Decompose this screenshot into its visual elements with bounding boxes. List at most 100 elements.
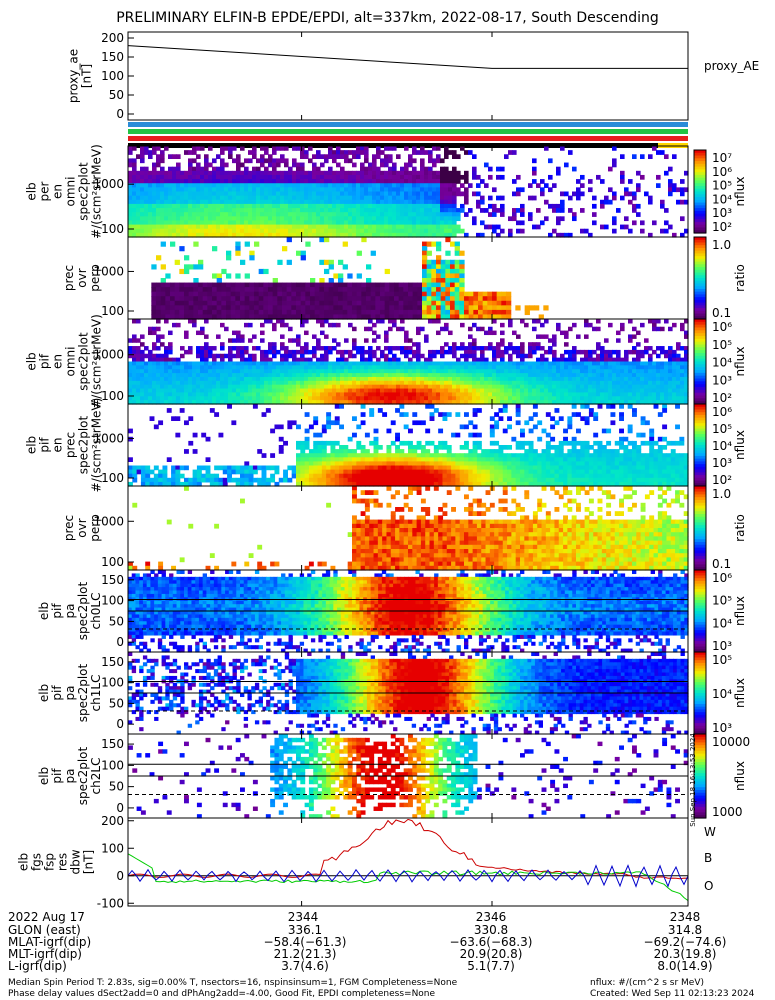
heat-cell — [436, 282, 442, 288]
heat-cell — [148, 154, 153, 160]
heat-cell — [252, 365, 257, 370]
heat-cell — [284, 353, 289, 359]
heat-cell — [249, 300, 255, 306]
heat-cell — [192, 473, 198, 479]
heat-cell — [152, 232, 157, 238]
heat-cell — [416, 361, 421, 366]
heat-cell — [496, 314, 502, 320]
heat-cell — [376, 187, 381, 193]
heat-cell — [320, 203, 325, 209]
heat-cell — [508, 322, 513, 328]
heat-cell — [644, 349, 649, 355]
heat-cell — [568, 384, 573, 390]
heat-cell — [524, 365, 529, 370]
heat-cell — [136, 187, 141, 193]
heat-cell — [468, 183, 473, 188]
heat-cell — [144, 224, 149, 230]
heat-cell — [508, 346, 513, 351]
heat-cell — [228, 361, 233, 366]
heat-cell — [334, 477, 340, 483]
heat-cell — [192, 179, 197, 184]
heat-cell — [612, 195, 617, 201]
heat-cell — [403, 287, 409, 293]
heat-cell — [512, 150, 517, 155]
heat-cell — [608, 349, 613, 355]
heat-cell — [176, 365, 181, 370]
heat-cell — [244, 282, 250, 288]
heat-cell — [684, 353, 689, 359]
heat-cell — [176, 376, 181, 382]
heat-cell — [356, 287, 362, 293]
heat-cell — [202, 291, 208, 297]
heat-cell — [500, 208, 505, 213]
heat-cell — [396, 373, 401, 378]
heat-cell — [501, 309, 507, 316]
heat-cell — [316, 224, 321, 230]
heat-cell — [488, 346, 493, 351]
heat-cell — [440, 195, 445, 201]
heat-cell — [420, 220, 425, 226]
heat-cell — [319, 291, 325, 297]
heat-cell — [300, 228, 305, 234]
heat-cell — [192, 369, 197, 374]
heat-cell — [232, 170, 237, 176]
heat-cell — [336, 396, 341, 401]
heat-cell — [282, 314, 288, 320]
heat-cell — [220, 228, 225, 234]
heat-cell — [394, 291, 400, 297]
heat-cell — [184, 212, 189, 217]
heat-cell — [436, 319, 441, 324]
heat-cell — [564, 369, 569, 374]
heat-cell — [148, 376, 153, 382]
heat-cell — [436, 309, 442, 316]
heat-cell — [431, 287, 437, 293]
heat-cell — [196, 361, 201, 366]
heat-cell — [254, 241, 260, 247]
heat-cell — [556, 400, 561, 405]
heat-cell — [272, 291, 278, 297]
heat-cell — [228, 232, 233, 238]
heat-cell — [515, 305, 521, 311]
heat-cell — [226, 296, 232, 302]
heat-cell — [444, 208, 449, 213]
heat-cell — [520, 203, 525, 209]
heat-cell — [316, 228, 321, 234]
heat-cell — [416, 199, 421, 205]
heat-cell — [256, 380, 261, 386]
heat-cell — [580, 228, 585, 234]
heat-cell — [394, 305, 400, 311]
heat-cell — [504, 388, 509, 394]
heat-cell — [252, 150, 257, 155]
heat-cell — [444, 392, 449, 397]
heat-cell — [572, 400, 577, 405]
heat-cell — [408, 346, 413, 351]
heat-cell — [672, 154, 677, 160]
heat-cell — [304, 436, 310, 442]
heat-cell — [156, 305, 162, 311]
heat-cell — [248, 369, 253, 374]
heat-cell — [344, 195, 349, 201]
heat-cell — [300, 296, 306, 302]
heat-cell — [240, 376, 245, 382]
heat-cell — [384, 228, 389, 234]
heat-cell — [140, 150, 145, 155]
heat-cell — [292, 195, 297, 201]
heat-cell — [140, 373, 145, 378]
heat-cell — [680, 361, 685, 366]
heat-cell — [364, 349, 369, 355]
heat-cell — [200, 330, 205, 336]
heat-cell — [208, 191, 213, 197]
heat-cell — [644, 388, 649, 394]
heat-cell — [334, 420, 340, 426]
heat-cell — [412, 216, 417, 222]
heat-cell — [352, 179, 357, 184]
heat-cell — [192, 232, 197, 238]
heat-cell — [304, 174, 309, 180]
heat-cell — [148, 195, 153, 201]
heat-cell — [400, 170, 405, 176]
heat-cell — [408, 361, 413, 366]
heat-cell — [384, 365, 389, 370]
heat-cell — [348, 392, 353, 397]
heat-cell — [220, 380, 225, 386]
heat-cell — [268, 376, 273, 382]
